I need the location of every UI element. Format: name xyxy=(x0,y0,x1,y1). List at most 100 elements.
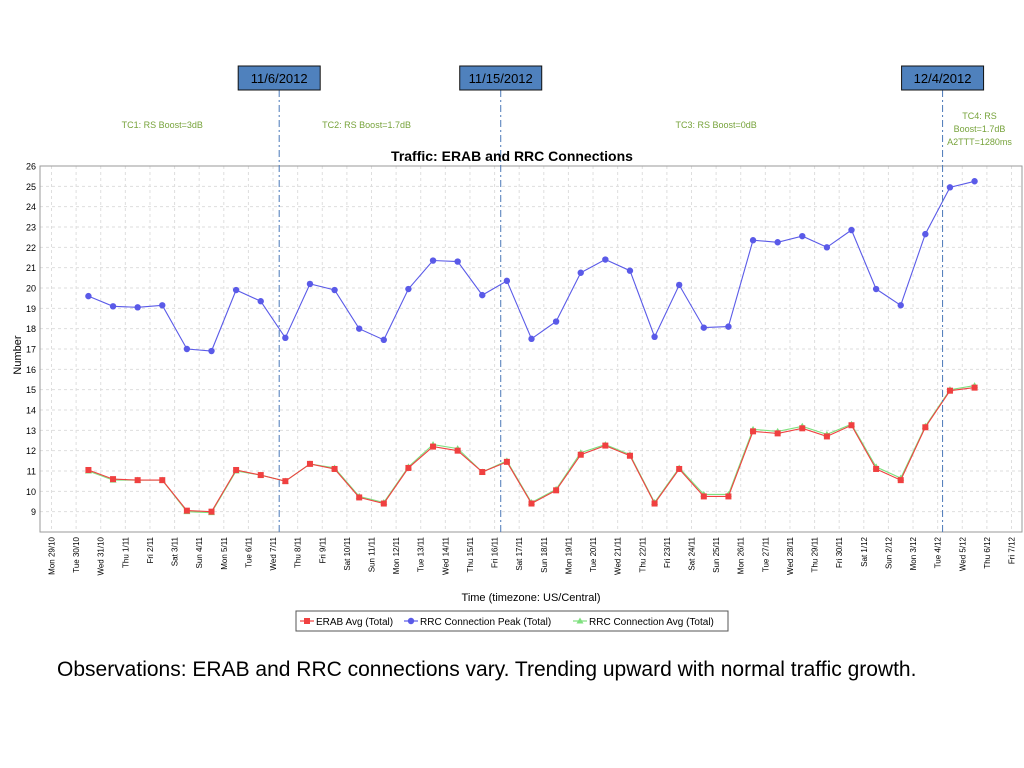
x-tick-label: Fri 7/12 xyxy=(1008,536,1017,564)
data-point xyxy=(85,466,92,473)
data-point xyxy=(602,256,609,263)
x-tick-label: Fri 23/11 xyxy=(663,536,672,568)
data-point xyxy=(823,244,831,251)
annotation-text: Boost=1.7dB xyxy=(954,124,1006,134)
x-tick-label: Sat 3/11 xyxy=(171,536,180,566)
x-axis-label: Time (timezone: US/Central) xyxy=(462,592,601,604)
data-point xyxy=(454,258,461,265)
data-point xyxy=(257,472,264,479)
x-tick-label: Sun 11/11 xyxy=(368,536,377,572)
legend-item-rrc-avg: RRC Connection Avg (Total) xyxy=(573,617,714,628)
annotation-text: TC3: RS Boost=0dB xyxy=(675,120,756,130)
data-point xyxy=(355,325,363,332)
y-tick-label: 21 xyxy=(26,263,36,273)
data-point xyxy=(946,387,953,394)
x-tick-label: Thu 29/11 xyxy=(811,536,820,572)
data-point xyxy=(552,318,560,325)
y-tick-label: 13 xyxy=(26,426,36,436)
x-tick-label: Tue 13/11 xyxy=(417,536,426,572)
y-tick-label: 23 xyxy=(26,223,36,233)
x-tick-label: Fri 16/11 xyxy=(491,536,500,568)
data-point xyxy=(405,464,412,471)
date-marker-label: 11/6/2012 xyxy=(251,71,308,86)
data-point xyxy=(306,280,314,288)
x-tick-label: Wed 14/11 xyxy=(441,536,450,575)
data-point xyxy=(183,345,191,353)
y-tick-label: 12 xyxy=(26,446,36,456)
y-tick-label: 20 xyxy=(26,284,36,294)
x-tick-label: Sun 25/11 xyxy=(712,536,721,572)
data-point xyxy=(626,267,634,274)
data-point xyxy=(159,477,166,484)
legend-frame xyxy=(295,610,729,632)
x-tick-label: Wed 21/11 xyxy=(614,536,623,575)
date-marker-label: 11/15/2012 xyxy=(469,71,533,86)
x-tick-label: Thu 22/11 xyxy=(638,536,647,572)
data-point xyxy=(971,178,978,185)
y-axis-label: Number xyxy=(12,335,24,374)
data-point xyxy=(725,323,732,330)
x-tick-label: Tue 4/12 xyxy=(934,536,943,568)
x-tick-label: Wed 31/10 xyxy=(97,536,106,575)
x-tick-label: Fri 9/11 xyxy=(318,536,327,563)
data-point xyxy=(282,478,289,485)
chart-title: Traffic: ERAB and RRC Connections xyxy=(391,148,633,164)
data-point xyxy=(528,335,535,343)
legend-label-rrc-peak: RRC Connection Peak (Total) xyxy=(420,617,551,628)
y-tick-label: 9 xyxy=(31,507,36,517)
y-tick-label: 26 xyxy=(26,162,36,172)
data-point xyxy=(774,430,781,437)
data-point xyxy=(528,500,535,507)
x-axis-ticks: Mon 29/10 Tue 30/10 Wed 31/10 Thu 1/11 Fri 2… xyxy=(48,536,1017,575)
x-tick-label: Tue 27/11 xyxy=(761,536,770,572)
x-tick-label: Sat 1/12 xyxy=(860,536,869,566)
annotation-text: TC4: RS xyxy=(962,111,997,121)
x-tick-label: Mon 26/11 xyxy=(737,536,746,574)
data-point xyxy=(848,226,855,234)
data-point xyxy=(356,494,363,501)
y-axis-ticks: 9 10 11 12 13 14 15 16 17 18 19 20 21 22 23 24 25 26 xyxy=(26,162,36,518)
data-point xyxy=(577,269,584,276)
data-point xyxy=(503,458,510,465)
date-marker-box xyxy=(901,65,985,91)
date-marker: 12/4/2012 xyxy=(901,65,985,532)
data-point xyxy=(183,507,190,514)
data-point xyxy=(774,239,781,246)
data-point xyxy=(971,384,978,391)
y-tick-label: 16 xyxy=(26,365,36,375)
data-point xyxy=(799,232,806,240)
date-marker: 11/15/2012 xyxy=(459,65,543,532)
data-point xyxy=(405,285,412,293)
x-tick-label: Thu 1/11 xyxy=(121,536,130,568)
series-line xyxy=(88,385,975,514)
data-point xyxy=(749,237,757,244)
data-point xyxy=(282,334,289,342)
x-tick-label: Mon 5/11 xyxy=(220,536,229,569)
data-point xyxy=(479,291,486,299)
data-point xyxy=(651,500,658,507)
y-tick-label: 22 xyxy=(26,243,36,253)
date-marker-box xyxy=(459,65,543,91)
data-point xyxy=(848,422,855,429)
data-point xyxy=(897,302,904,309)
annotation-text: A2TTT=1280ms xyxy=(947,137,1012,147)
x-tick-label: Mon 19/11 xyxy=(564,536,573,574)
data-point xyxy=(134,477,141,484)
data-point xyxy=(110,476,117,483)
series-0 xyxy=(85,384,978,515)
test-case-annotations: TC1: RS Boost=3dB TC2: RS Boost=1.7dB TC3:… xyxy=(122,111,1013,147)
data-point xyxy=(503,277,511,285)
plot-area-frame xyxy=(39,165,1023,533)
data-point xyxy=(380,500,387,507)
date-marker-box xyxy=(237,65,321,91)
x-tick-label: Sat 10/11 xyxy=(343,536,352,570)
y-tick-label: 25 xyxy=(26,182,36,192)
data-point xyxy=(429,257,437,264)
x-tick-label: Wed 5/12 xyxy=(958,536,967,571)
data-point xyxy=(897,477,904,484)
data-point xyxy=(553,487,560,494)
y-tick-label: 19 xyxy=(26,304,36,314)
data-point xyxy=(380,336,388,344)
chart-series xyxy=(84,178,979,516)
observations-text: Observations: ERAB and RRC connections v… xyxy=(57,658,917,681)
